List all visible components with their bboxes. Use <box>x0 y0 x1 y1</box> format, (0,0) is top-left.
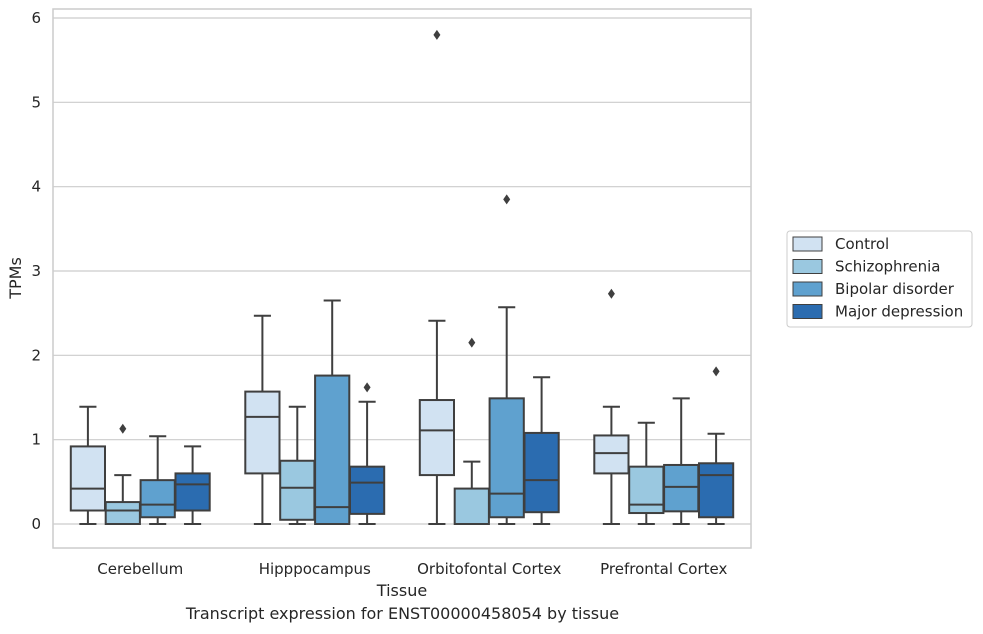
outlier-point <box>607 288 615 299</box>
chart-caption: Transcript expression for ENST0000045805… <box>185 604 620 623</box>
box-3-3 <box>697 366 735 525</box>
legend-label: Schizophrenia <box>835 258 940 276</box>
outlier-point <box>468 337 476 348</box>
y-tick-label: 4 <box>31 178 41 196</box>
outlier-point <box>433 29 441 40</box>
gridlines <box>53 17 751 525</box>
y-tick-labels: 0 1 2 3 4 5 6 <box>31 9 41 533</box>
box-body <box>628 465 665 515</box>
y-tick-label: 0 <box>31 515 41 533</box>
legend-label: Bipolar disorder <box>835 280 955 298</box>
x-tick-label: Hipppocampus <box>259 560 371 578</box>
box-body <box>488 397 525 519</box>
legend-swatch <box>792 236 823 252</box>
y-tick-label: 6 <box>31 9 41 27</box>
x-tick-label: Prefrontal Cortex <box>600 560 727 578</box>
legend: Control Schizophrenia Bipolar disorder Majo… <box>786 230 973 328</box>
box-0-2 <box>139 435 176 525</box>
box-body <box>663 463 700 513</box>
outlier-point <box>363 382 371 393</box>
box-body <box>523 431 560 514</box>
box-3-2 <box>663 397 700 525</box>
box-0-1 <box>104 423 141 525</box>
legend-swatch <box>792 259 823 274</box>
box-series-layer <box>69 29 735 525</box>
box-body <box>453 487 490 525</box>
legend-label: Control <box>835 235 889 253</box>
box-1-3 <box>348 382 386 525</box>
box-1-2 <box>314 299 351 525</box>
box-2-3 <box>523 376 560 525</box>
y-axis-label: TPMs <box>6 257 25 300</box>
box-0-3 <box>174 445 211 525</box>
x-axis-label: Tissue <box>376 581 427 600</box>
box-2-2 <box>488 194 525 525</box>
legend-frame <box>786 230 973 328</box>
box-body <box>593 434 630 475</box>
box-2-1 <box>453 337 490 525</box>
box-3-0 <box>593 288 630 525</box>
outlier-point <box>503 194 511 205</box>
box-3-1 <box>628 421 665 525</box>
legend-swatch <box>792 304 823 319</box>
y-tick-label: 5 <box>31 93 41 111</box>
box-body <box>174 472 211 512</box>
box-body <box>139 479 176 519</box>
box-body <box>697 462 735 519</box>
plot-area-frame <box>52 8 752 549</box>
box-body <box>418 399 456 477</box>
y-tick-label: 3 <box>31 262 41 280</box>
box-body <box>244 390 281 475</box>
y-tick-label: 1 <box>31 431 41 449</box>
box-body <box>279 459 316 521</box>
box-2-0 <box>418 29 456 525</box>
box-body <box>348 465 386 515</box>
box-0-0 <box>69 405 107 525</box>
box-1-1 <box>279 405 316 525</box>
legend-swatch <box>792 281 823 297</box>
box-body <box>69 445 107 512</box>
outlier-point <box>119 423 127 434</box>
x-tick-labels: Cerebellum Hipppocampus Orbitofontal Corte… <box>97 560 727 578</box>
x-tick-label: Orbitofontal Cortex <box>417 560 561 578</box>
outlier-point <box>712 366 720 377</box>
y-tick-label: 2 <box>31 346 41 364</box>
x-tick-label: Cerebellum <box>97 560 183 578</box>
box-body <box>314 374 351 525</box>
legend-label: Major depression <box>835 303 963 321</box>
box-body <box>104 501 141 525</box>
box-1-0 <box>244 314 281 525</box>
